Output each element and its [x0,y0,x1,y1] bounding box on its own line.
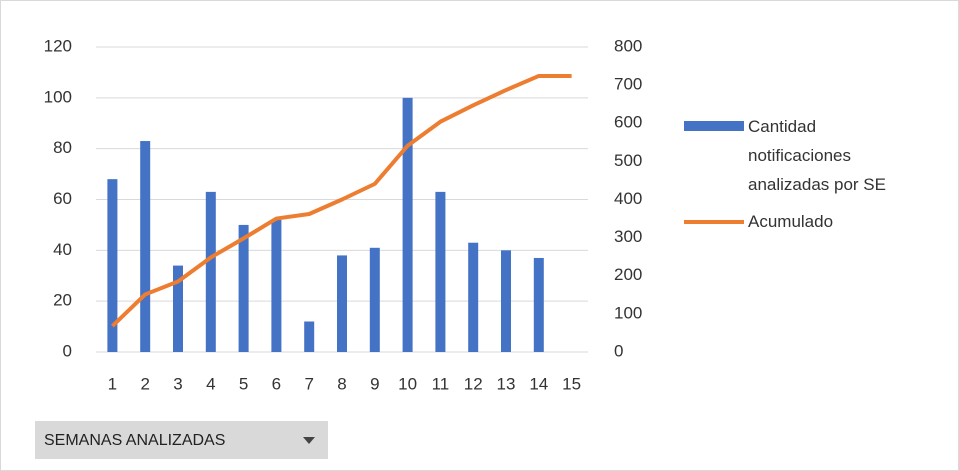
x-tick-label: 3 [173,374,182,393]
x-tick-label: 13 [497,374,516,393]
x-tick-label: 7 [304,374,313,393]
bar [107,179,118,352]
legend-entry: Cantidad notificaciones analizadas por S… [680,112,910,199]
x-tick-label: 1 [108,374,117,393]
bar [173,265,183,352]
line [111,73,572,328]
y-tick-label: 120 [44,36,72,55]
x-tick-label: 8 [337,374,346,393]
x-tick-label: 2 [140,374,149,393]
bar [205,191,216,352]
bar [238,224,249,352]
bar [501,250,511,352]
legend-label: Acumulado [748,212,834,231]
x-tick-label: 10 [398,374,417,393]
y2-tick-label: 200 [614,265,642,284]
y-tick-label: 80 [53,138,72,157]
dropdown-arrow [303,437,315,444]
y2-tick-label: 800 [614,36,642,55]
bar [435,191,446,352]
legend-entry: Acumulado [680,207,910,236]
bar [402,97,413,352]
field-button-label: SEMANAS ANALIZADAS [44,432,225,449]
x-tick-label: 15 [562,374,581,393]
y2-tick-label: 700 [614,75,642,94]
legend: Cantidad notificaciones analizadas por S… [680,112,910,244]
y2-tick-label: 500 [614,151,642,170]
x-tick-label: 5 [239,374,248,393]
y-tick-label: 40 [53,240,72,259]
y2-tick-label: 400 [614,189,642,208]
y-tick-label: 20 [53,291,72,310]
y2-tick-label: 0 [614,341,623,360]
bar [369,247,380,352]
bar [304,321,315,352]
x-tick-label: 14 [529,374,548,393]
bar [337,255,347,352]
x-tick-label: 11 [432,374,450,393]
x-tick-label: 12 [464,374,483,393]
x-tick-label: 6 [272,374,281,393]
y2-tick-label: 600 [614,113,642,132]
y-tick-label: 60 [53,189,72,208]
legend-label: Cantidad notificaciones analizadas por S… [748,117,886,194]
y-tick-label: 0 [63,341,72,360]
y2-tick-label: 100 [614,303,642,322]
bar [468,242,479,352]
x-tick-label: 9 [370,374,379,393]
bar [533,257,544,352]
bar [140,141,151,352]
y2-tick-label: 300 [614,227,642,246]
bar [271,219,282,352]
y-tick-label: 100 [44,87,72,106]
field-button[interactable] [35,421,328,459]
legend-key [684,220,744,224]
x-tick-label: 4 [206,374,215,393]
legend-key [684,121,744,131]
